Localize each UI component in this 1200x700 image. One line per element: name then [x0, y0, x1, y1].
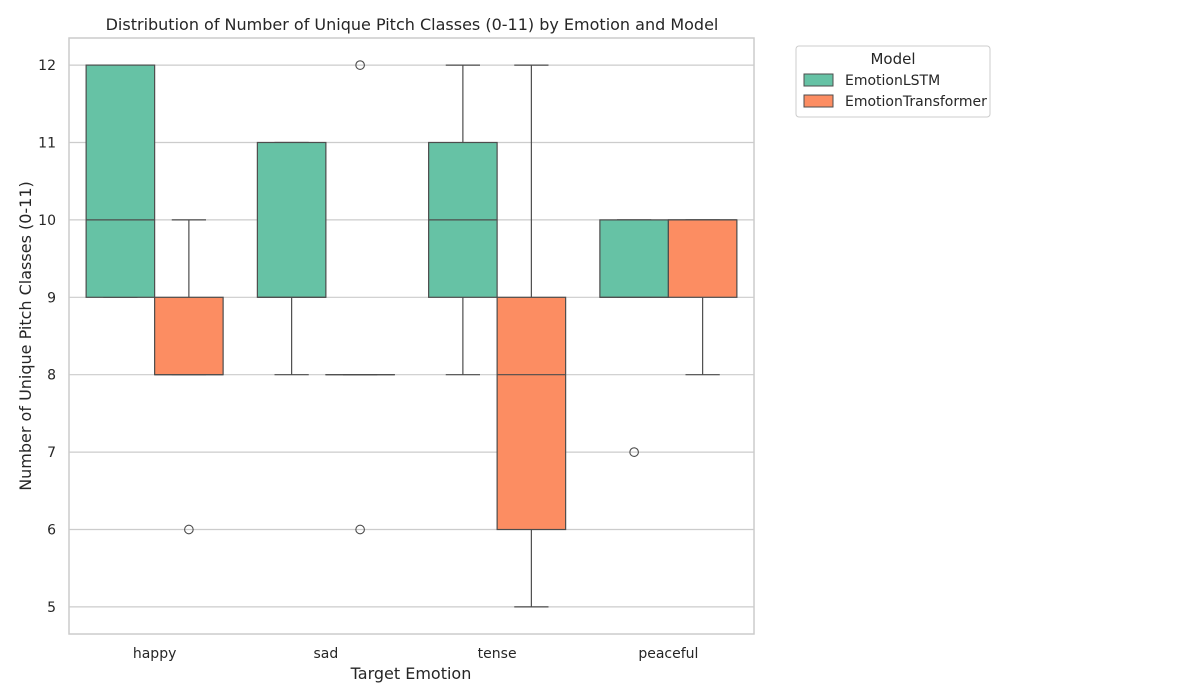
x-tick-labels: happy sad tense peaceful: [133, 646, 699, 662]
outlier-point: [184, 524, 194, 535]
box-EmotionLSTM-sad: [256, 141, 327, 376]
box-series: [85, 60, 738, 608]
y-tick-label: 6: [47, 523, 56, 539]
box-EmotionTransformer-peaceful: [667, 219, 738, 376]
box-iqr: [85, 64, 156, 298]
x-axis-label: Target Emotion: [350, 664, 472, 683]
box-iqr: [256, 141, 327, 298]
box-iqr: [667, 219, 738, 298]
y-tick-label: 7: [47, 445, 56, 461]
x-tick-label-tense: tense: [478, 646, 517, 662]
legend: Model EmotionLSTM EmotionTransformer: [795, 45, 991, 118]
legend-title: Model: [870, 50, 915, 68]
box-EmotionTransformer-sad: [325, 60, 395, 535]
x-tick-label-peaceful: peaceful: [638, 646, 698, 662]
legend-swatch: [803, 73, 834, 87]
y-axis-label: Number of Unique Pitch Classes (0-11): [16, 181, 35, 491]
legend-label: EmotionLSTM: [845, 73, 940, 89]
box-EmotionTransformer-tense: [496, 64, 567, 608]
outlier-point: [629, 447, 639, 457]
legend-label: EmotionTransformer: [845, 94, 987, 110]
legend-item-EmotionLSTM: EmotionLSTM: [803, 73, 940, 89]
box-EmotionLSTM-tense: [428, 64, 498, 376]
box-iqr: [599, 219, 669, 298]
x-tick-label-sad: sad: [313, 646, 338, 662]
box-EmotionLSTM-peaceful: [599, 219, 669, 457]
box-iqr: [154, 296, 224, 376]
box-EmotionLSTM-happy: [85, 64, 156, 298]
y-tick-label: 10: [38, 213, 56, 229]
plot-area-frame: [68, 37, 755, 635]
legend-item-EmotionTransformer: EmotionTransformer: [803, 94, 987, 110]
y-tick-label: 5: [47, 600, 56, 616]
y-tick-label: 8: [47, 368, 56, 384]
outlier-point: [355, 524, 365, 535]
box-iqr: [496, 296, 567, 531]
chart-title: Distribution of Number of Unique Pitch C…: [106, 15, 719, 34]
y-tick-labels: 5 6 7 8 9 10 11 12: [38, 58, 56, 616]
legend-frame: [795, 45, 991, 118]
legend-items: EmotionLSTM EmotionTransformer: [803, 73, 987, 110]
legend-swatch: [803, 94, 834, 108]
x-tick-label-happy: happy: [133, 646, 177, 662]
outlier-point: [355, 60, 365, 70]
y-tick-label: 9: [47, 290, 56, 306]
y-tick-label: 12: [38, 58, 56, 74]
box-EmotionTransformer-happy: [154, 219, 224, 535]
y-tick-label: 11: [38, 135, 56, 151]
